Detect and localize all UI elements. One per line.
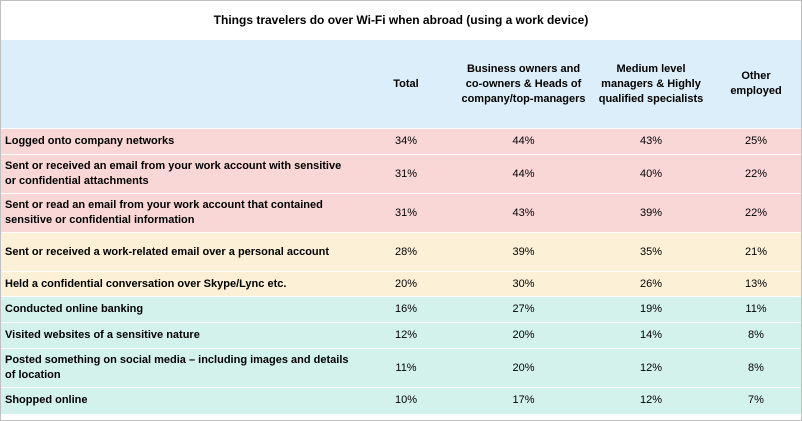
cell-medium-managers: 12%: [591, 348, 711, 388]
row-label: Sent or received an email from your work…: [1, 154, 356, 194]
table-body: Logged onto company networks 34% 44% 43% 25%…: [1, 128, 801, 414]
cell-other-employed: 25%: [711, 128, 801, 155]
cell-total: 12%: [356, 322, 456, 349]
table-row: Sent or received an email from your work…: [1, 154, 801, 194]
table-row: Conducted online banking 16% 27% 19% 11%: [1, 296, 801, 323]
row-label: Posted something on social media – inclu…: [1, 348, 356, 388]
cell-total: 10%: [356, 387, 456, 414]
cell-business-owners: 20%: [456, 322, 591, 349]
cell-business-owners: 44%: [456, 154, 591, 194]
cell-other-employed: 7%: [711, 387, 801, 414]
cell-business-owners: 30%: [456, 271, 591, 297]
cell-business-owners: 17%: [456, 387, 591, 414]
header-cell-business-owners: Business owners and co-owners & Heads of…: [461, 62, 586, 105]
table-row: Held a confidential conversation over Sk…: [1, 271, 801, 297]
cell-other-employed: 8%: [711, 322, 801, 349]
table-row: Sent or read an email from your work acc…: [1, 193, 801, 233]
cell-business-owners: 44%: [456, 128, 591, 155]
cell-total: 16%: [356, 296, 456, 323]
cell-total: 20%: [356, 271, 456, 297]
table-row: Logged onto company networks 34% 44% 43% 25%: [1, 128, 801, 155]
cell-medium-managers: 43%: [591, 128, 711, 155]
table-row: Sent or received a work-related email ov…: [1, 232, 801, 272]
row-label: Sent or read an email from your work acc…: [1, 193, 356, 233]
cell-medium-managers: 35%: [591, 232, 711, 272]
cell-business-owners: 27%: [456, 296, 591, 323]
cell-other-employed: 11%: [711, 296, 801, 323]
cell-business-owners: 20%: [456, 348, 591, 388]
header-row: Total Business owners and co-owners & He…: [1, 40, 801, 129]
cell-other-employed: 8%: [711, 348, 801, 388]
row-label: Conducted online banking: [1, 296, 356, 323]
header-cell-medium-managers: Medium level managers & Highly qualified…: [598, 62, 704, 105]
row-label: Held a confidential conversation over Sk…: [1, 271, 356, 297]
row-label: Logged onto company networks: [1, 128, 356, 155]
header-cell-total: Total: [393, 77, 419, 90]
cell-business-owners: 39%: [456, 232, 591, 272]
cell-total: 11%: [356, 348, 456, 388]
header-cell-label: [1, 40, 356, 129]
cell-medium-managers: 12%: [591, 387, 711, 414]
cell-medium-managers: 26%: [591, 271, 711, 297]
table-row: Posted something on social media – inclu…: [1, 348, 801, 388]
row-label: Sent or received a work-related email ov…: [1, 232, 356, 272]
cell-business-owners: 43%: [456, 193, 591, 233]
cell-medium-managers: 19%: [591, 296, 711, 323]
row-label: Visited websites of a sensitive nature: [1, 322, 356, 349]
cell-other-employed: 22%: [711, 193, 801, 233]
cell-total: 28%: [356, 232, 456, 272]
cell-other-employed: 21%: [711, 232, 801, 272]
row-label: Shopped online: [1, 387, 356, 414]
cell-total: 31%: [356, 193, 456, 233]
table-row: Visited websites of a sensitive nature 12…: [1, 322, 801, 349]
cell-medium-managers: 39%: [591, 193, 711, 233]
cell-total: 31%: [356, 154, 456, 194]
chart-title: Things travelers do over Wi-Fi when abro…: [213, 13, 589, 27]
cell-total: 34%: [356, 128, 456, 155]
table-row: Shopped online 10% 17% 12% 7%: [1, 387, 801, 414]
cell-medium-managers: 14%: [591, 322, 711, 349]
cell-other-employed: 22%: [711, 154, 801, 194]
cell-medium-managers: 40%: [591, 154, 711, 194]
data-table: Total Business owners and co-owners & He…: [1, 40, 801, 414]
header-cell-other-employed: Other employed: [730, 70, 782, 97]
cell-other-employed: 13%: [711, 271, 801, 297]
